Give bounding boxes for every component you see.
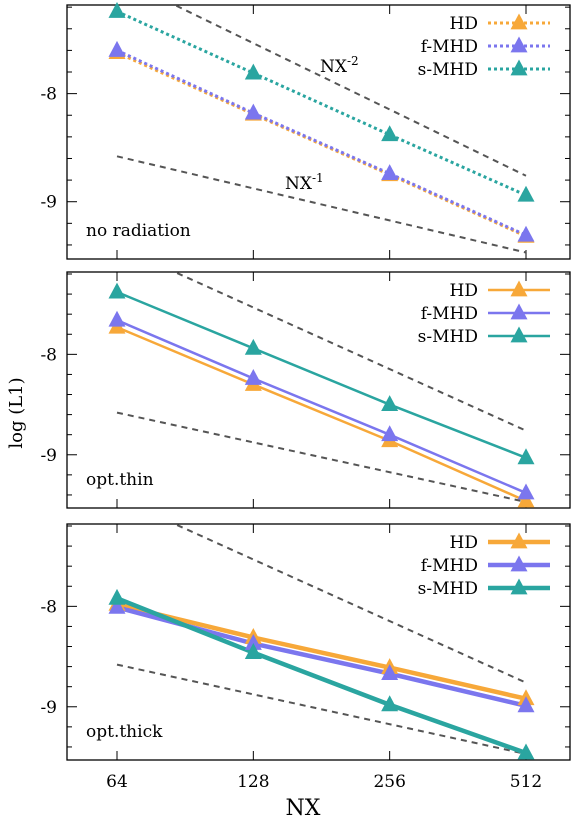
legend-marker xyxy=(510,326,528,343)
y-tick-label: -8 xyxy=(40,597,57,617)
legend-label: f-MHD xyxy=(421,556,478,576)
y-tick-label: -9 xyxy=(40,446,57,466)
series-line xyxy=(116,49,527,237)
series-line xyxy=(116,326,527,503)
reference-label: NX-2 xyxy=(320,54,359,77)
panel-label: opt.thin xyxy=(86,470,154,490)
x-tick-label: 512 xyxy=(510,772,542,792)
legend-marker xyxy=(510,59,528,76)
y-tick-label: -8 xyxy=(40,345,57,365)
legend-label: s-MHD xyxy=(418,60,478,80)
legend-label: HD xyxy=(450,14,478,34)
series-point xyxy=(108,40,126,57)
series-point xyxy=(517,743,535,760)
panel-2: -8 -9 HD f-MHD s-MHD opt.thin xyxy=(40,271,571,509)
legend-marker xyxy=(510,280,528,297)
y-tick-label: -9 xyxy=(40,193,57,213)
panel-3: -8 -9 64 128 256 512 HD f-MHD s-MHD opt.thick xyxy=(40,523,571,792)
panel-label: opt.thick xyxy=(86,722,163,742)
legend-label: s-MHD xyxy=(418,579,478,599)
panel-frame xyxy=(66,4,571,260)
y-axis-label: log (L1) xyxy=(6,377,27,448)
series-point xyxy=(108,1,126,18)
series-point xyxy=(108,310,126,327)
legend-label: f-MHD xyxy=(421,304,478,324)
series-point xyxy=(517,448,535,465)
series-point xyxy=(517,696,535,713)
panels: -8 -9 NX-2 NX-1 HD f-MHD s-MHD no radiation -8 -9… xyxy=(40,1,571,792)
series-point xyxy=(108,597,126,614)
legend-label: s-MHD xyxy=(418,327,478,347)
legend-marker xyxy=(510,13,528,30)
series-point xyxy=(517,491,535,508)
series-point xyxy=(244,63,262,80)
reference-label: NX-1 xyxy=(285,171,324,194)
x-tick-label: 64 xyxy=(106,772,128,792)
panel-label: no radiation xyxy=(86,221,191,241)
series-point xyxy=(517,483,535,500)
legend-label: HD xyxy=(450,533,478,553)
series-point xyxy=(381,695,399,712)
series-line xyxy=(116,602,527,701)
x-tick-label: 128 xyxy=(237,772,269,792)
series-point xyxy=(244,338,262,355)
reference-line xyxy=(116,155,527,254)
series-point xyxy=(108,282,126,299)
series-point xyxy=(517,225,535,242)
series-point xyxy=(381,425,399,442)
legend-marker xyxy=(510,532,528,549)
series-point xyxy=(381,664,399,681)
series-line xyxy=(116,596,527,756)
legend-marker xyxy=(510,578,528,595)
reference-line xyxy=(116,411,527,503)
reference-line xyxy=(172,5,527,177)
series-point xyxy=(381,125,399,142)
y-tick-label: -9 xyxy=(40,698,57,718)
legend-label: f-MHD xyxy=(421,37,478,57)
reference-line xyxy=(172,272,527,432)
series-line xyxy=(116,10,527,197)
series-line xyxy=(116,290,527,459)
y-tick-label: -8 xyxy=(40,85,57,105)
legend-label: HD xyxy=(450,281,478,301)
series-point xyxy=(381,395,399,411)
series-line xyxy=(116,319,527,495)
panel-1: -8 -9 NX-2 NX-1 HD f-MHD s-MHD no radiation xyxy=(40,1,571,260)
panel-frame xyxy=(66,523,571,761)
series-point xyxy=(517,185,535,202)
x-axis-label: NX xyxy=(286,796,321,821)
legend-marker xyxy=(510,303,528,320)
panel-frame xyxy=(66,271,571,509)
series-point xyxy=(244,103,262,120)
x-tick-label: 256 xyxy=(373,772,405,792)
series-point xyxy=(244,643,262,659)
series-point xyxy=(381,164,399,181)
legend-marker xyxy=(510,555,528,572)
reference-line xyxy=(172,524,527,684)
reference-line xyxy=(116,663,527,755)
series-point xyxy=(244,634,262,650)
legend-marker xyxy=(510,36,528,53)
series-point xyxy=(108,588,126,605)
series-point xyxy=(244,368,262,385)
